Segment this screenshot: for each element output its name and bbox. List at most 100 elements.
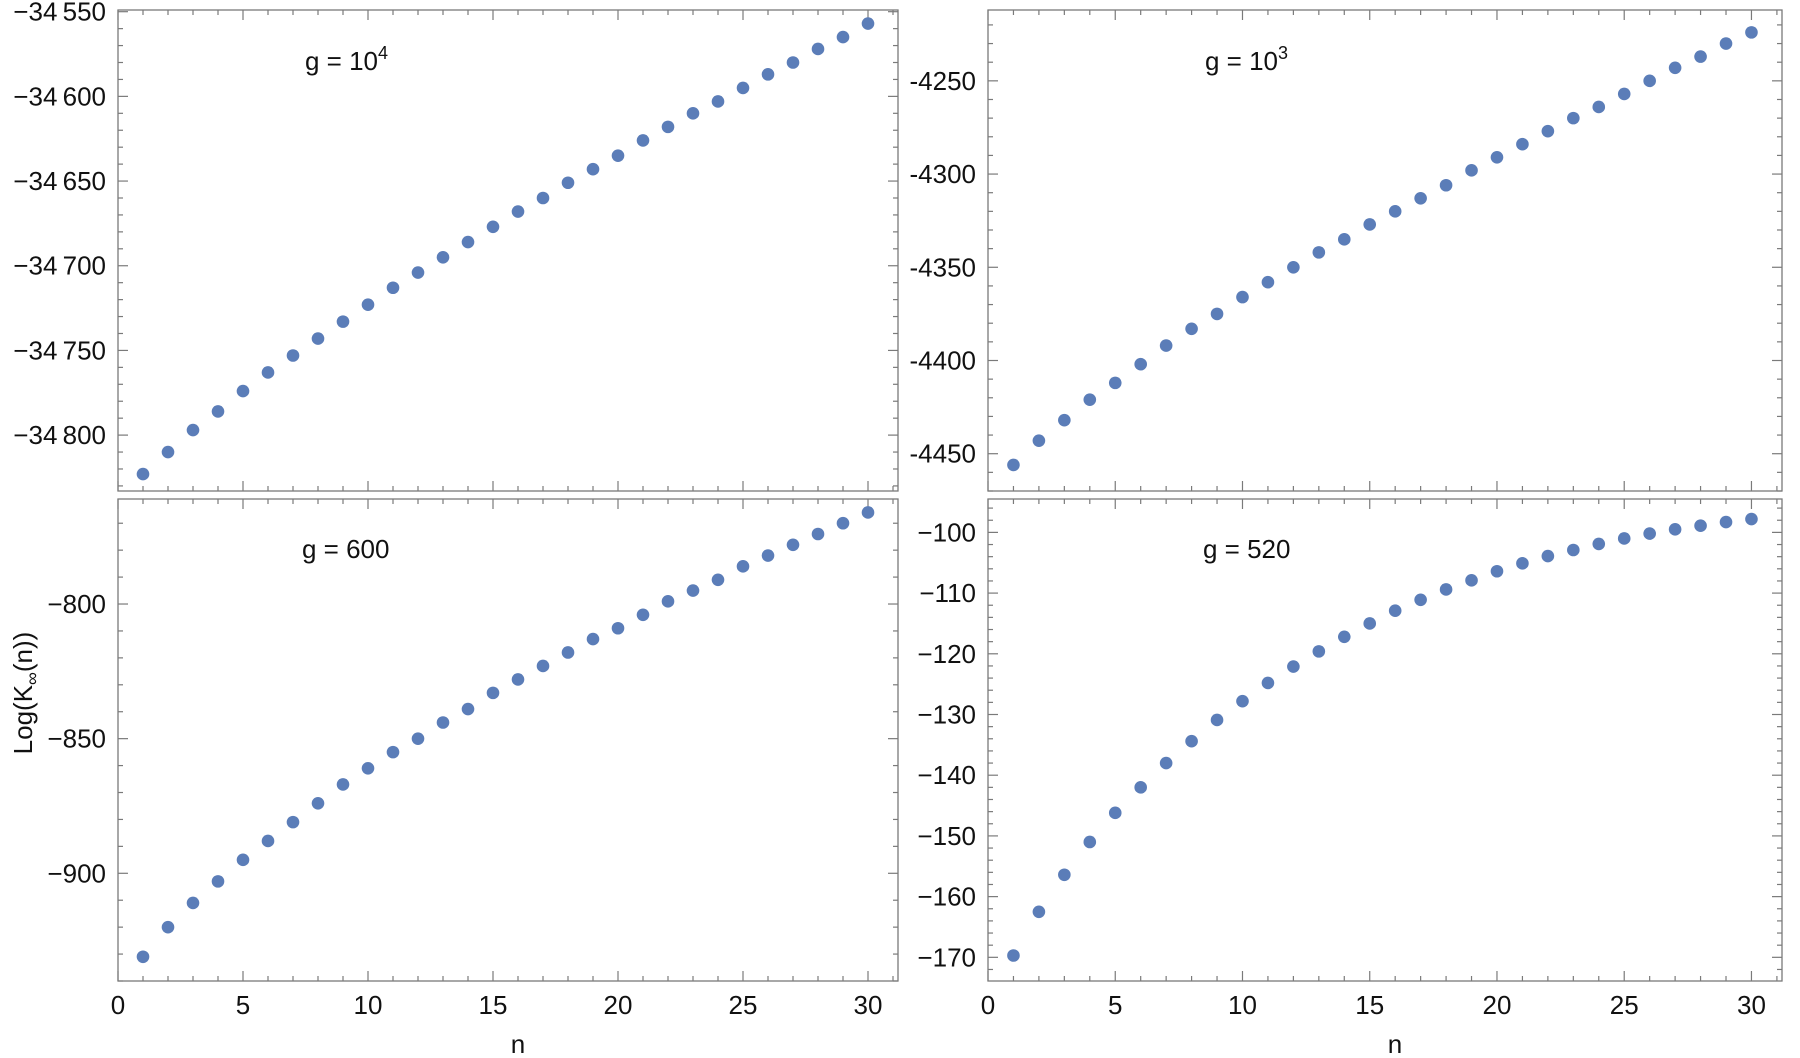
data-point [1083,835,1097,849]
data-point [786,538,800,552]
y-tick-label: −170 [917,942,976,972]
data-point [161,445,175,459]
data-point [1236,694,1249,708]
data-point [336,315,350,328]
x-axis-title: n [1388,1029,1402,1058]
x-tick-label: 25 [729,990,758,1020]
data-point [461,235,475,249]
data-point [711,95,725,108]
data-point [261,366,275,379]
data-point [1287,260,1300,274]
x-tick-label: 20 [604,990,633,1020]
data-point [1337,233,1351,246]
data-point [536,659,550,673]
x-tick-label: 10 [354,990,383,1020]
data-point [686,107,700,120]
data-point [1108,376,1122,390]
data-point [1108,806,1122,820]
data-point [186,423,200,437]
x-tick-label: 5 [1108,990,1122,1020]
plot-frame [987,498,1783,982]
data-point [1592,537,1606,551]
data-point [661,595,675,608]
data-point [1134,357,1147,371]
annotation-exponent: 3 [1278,43,1288,63]
data-point [1592,100,1606,114]
y-tick-label: −140 [917,760,976,790]
y-tick-label: −160 [917,882,976,912]
x-tick-label: 15 [1355,990,1384,1020]
data-point [386,745,400,759]
data-point [436,250,450,264]
data-point [1414,593,1427,607]
data-point [511,205,525,218]
panel-1: −34 550 −34 600 −34 650 −34 700 −34 750 −34 8… [13,0,899,492]
data-point [1388,604,1402,617]
data-point [1516,557,1529,570]
y-tick-label: -4400 [910,345,977,375]
y-tick-label: −900 [47,858,106,888]
x-tick-label: 5 [236,990,250,1020]
data-point [1516,137,1529,151]
panel-2: -4250 -4300 -4350 -4400 -4450 g = 103 [910,9,1783,492]
data-point [836,30,850,44]
x-tick-label: 20 [1483,990,1512,1020]
data-point [136,467,150,481]
data-point [1439,178,1453,192]
y-axis-title-subscript: ∞ [22,672,42,685]
data-point [1617,532,1631,545]
data-point [711,573,725,587]
data-point [1694,50,1707,63]
data-point [586,162,600,176]
data-point [161,920,175,934]
data-point [1058,413,1071,427]
y-tick-label: −34 700 [13,251,106,281]
data-point [811,527,825,541]
data-point [1312,246,1326,259]
data-point [1261,676,1275,690]
data-point [211,875,225,888]
data-point [411,266,425,279]
panel-3: −800 −850 −900 0 5 10 15 20 25 30 n g = 600 [47,498,899,1058]
data-point [211,405,225,418]
data-point [1083,393,1097,406]
data-point [286,815,300,829]
data-point [1745,26,1758,39]
data-point [1007,458,1020,472]
x-tick-label: 25 [1610,990,1639,1020]
data-point [1745,512,1758,526]
data-point [1159,756,1173,770]
y-tick-label: −110 [919,578,976,608]
data-point [861,506,875,519]
y-axis-title: Log(K∞(n)) [8,632,42,755]
y-tick-label: −130 [917,700,976,730]
data-point [661,120,675,134]
x-axis-title: n [511,1029,525,1058]
x-tick-label: 0 [111,990,125,1020]
data-point [736,81,750,95]
data-point [1287,660,1300,673]
data-point [1541,549,1555,563]
data-point [1185,734,1198,748]
data-point [486,220,500,234]
data-point [1007,949,1020,962]
x-tick-label: 0 [981,990,995,1020]
data-point [1134,781,1147,794]
y-tick-label: -4350 [910,252,977,282]
y-tick-label: −34 550 [13,0,106,27]
plot-frame [987,9,1783,492]
data-point [1567,111,1580,125]
x-tick-label: 10 [1228,990,1257,1020]
data-point [561,176,575,190]
data-point [1032,905,1046,919]
x-tick-label: 30 [854,990,883,1020]
data-point [1643,527,1656,540]
data-point [1465,574,1478,587]
data-point [311,332,325,345]
y-tick-label: −34 600 [13,81,106,111]
data-point [1668,61,1682,75]
data-point [861,17,875,30]
data-point [1617,87,1631,101]
data-point [1210,307,1224,321]
